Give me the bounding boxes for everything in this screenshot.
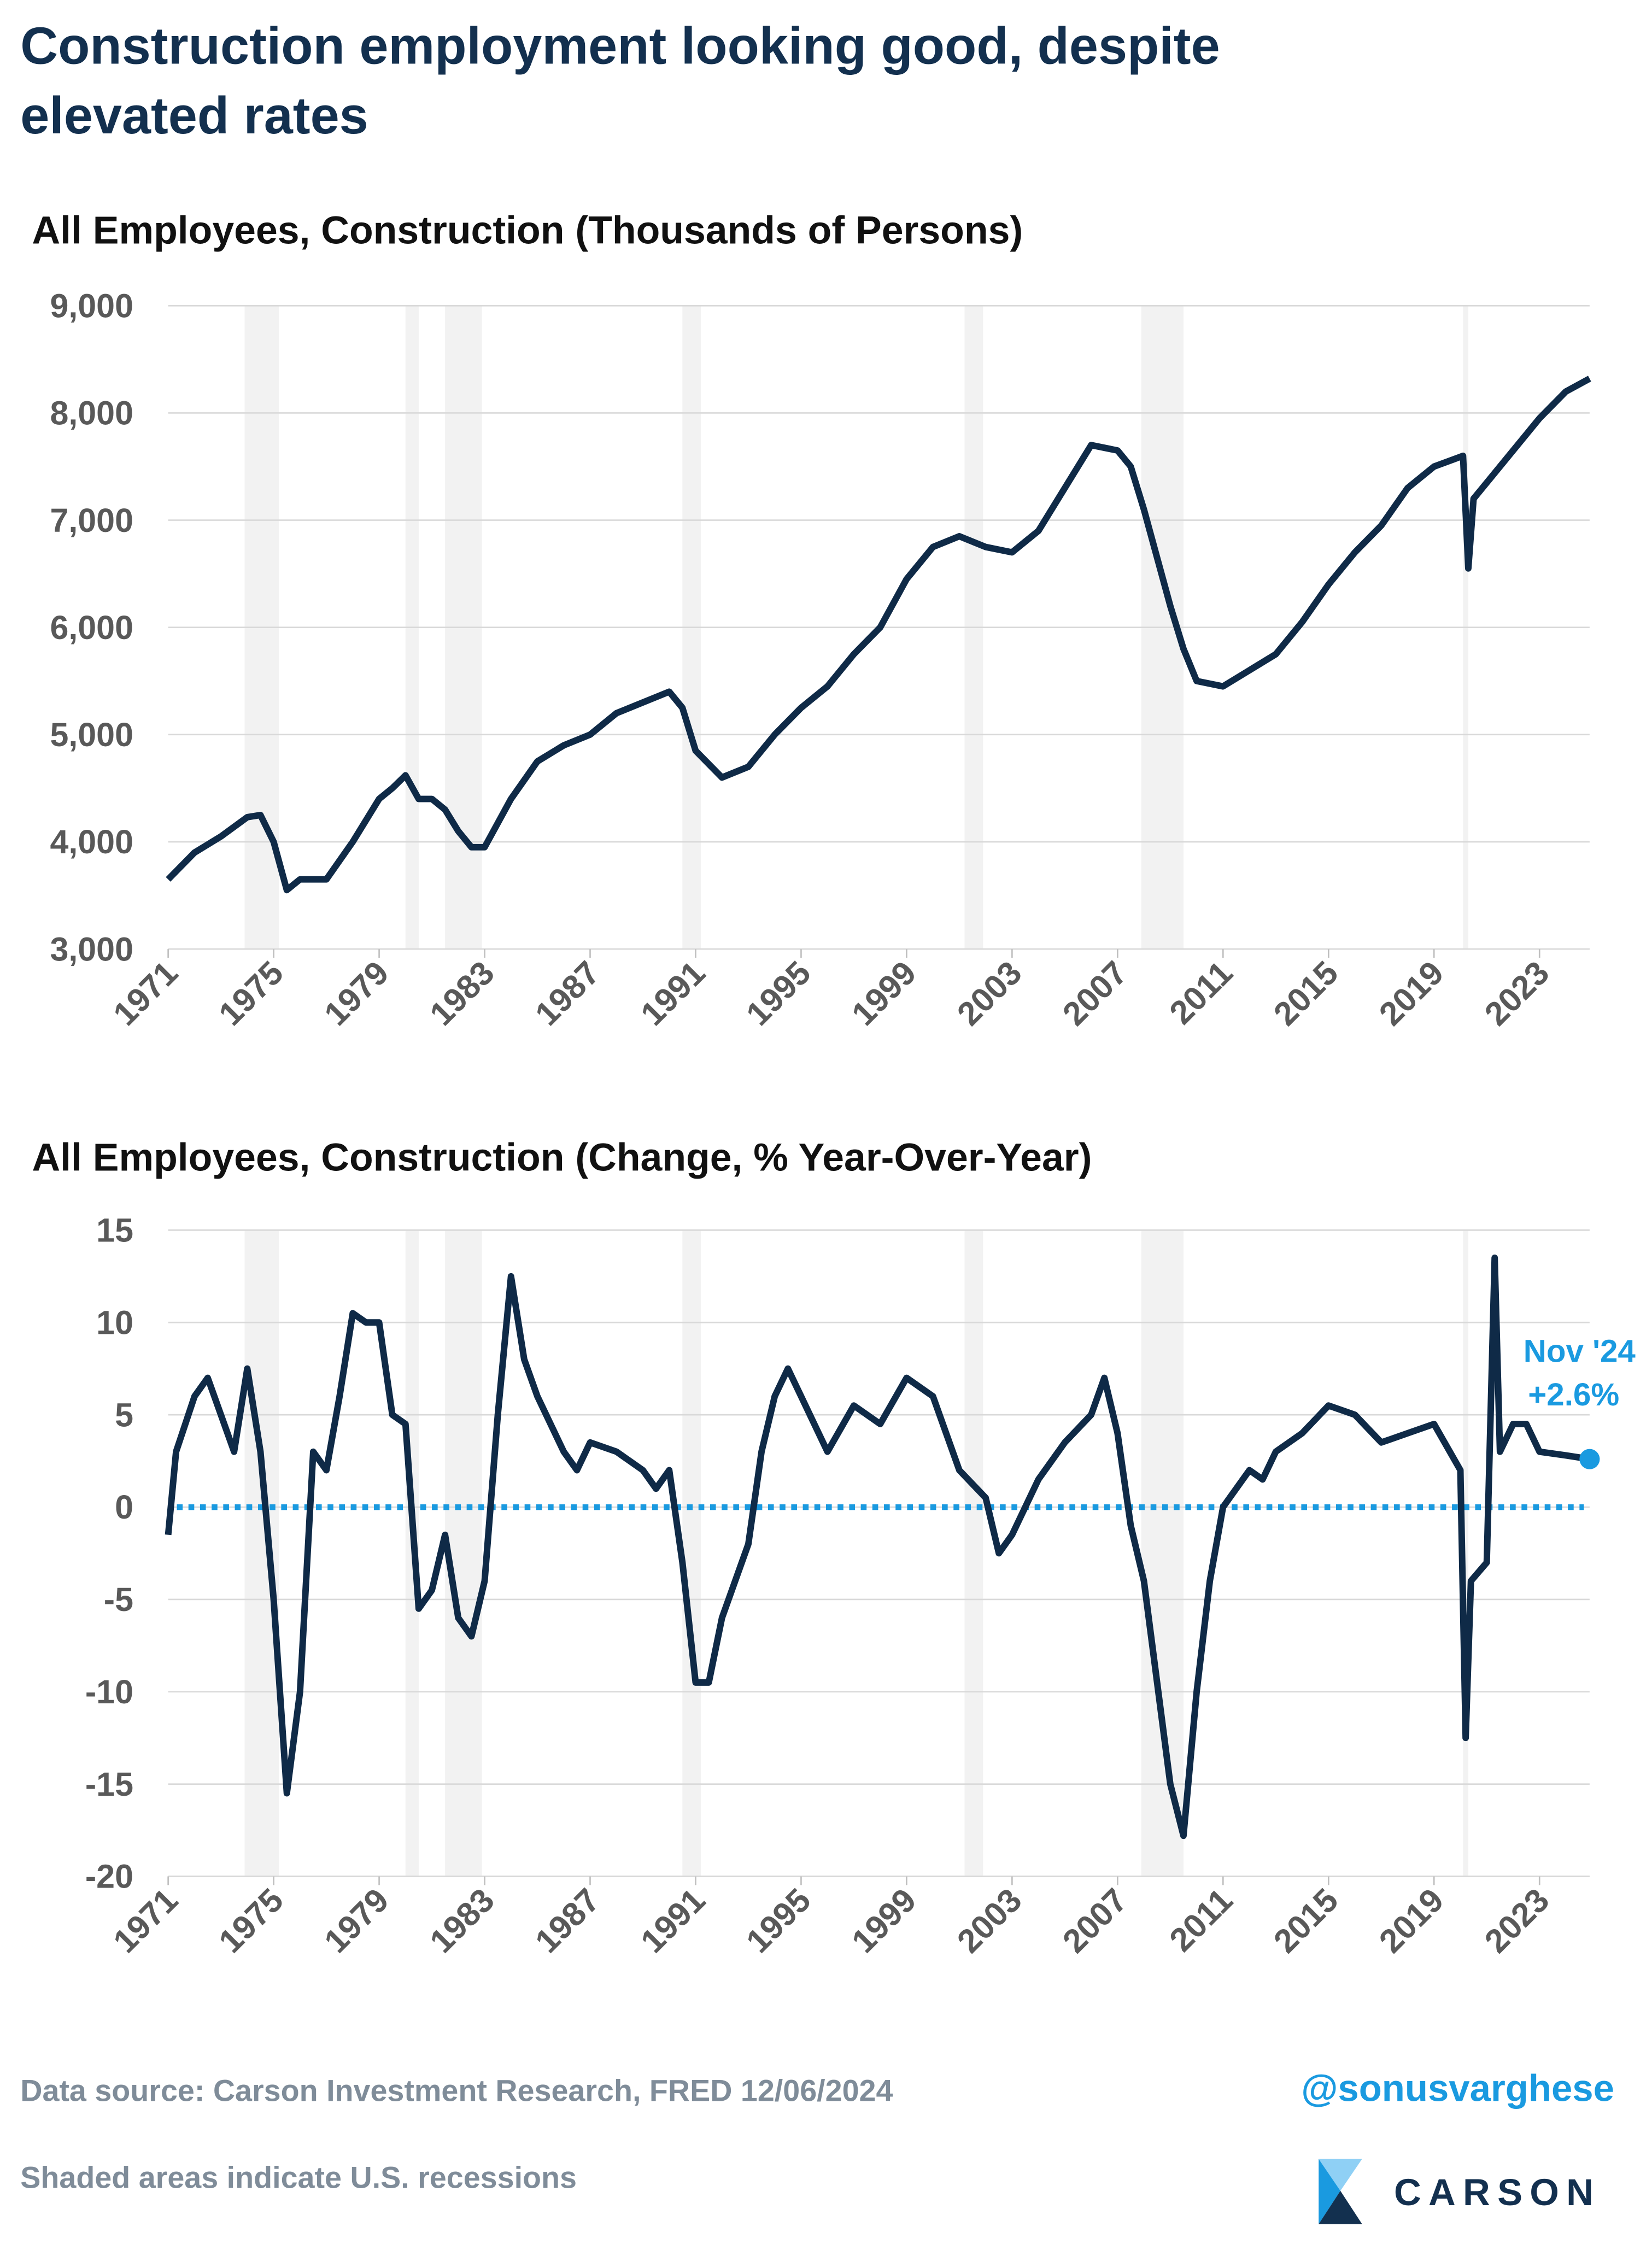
- x-tick-label: 2015: [1267, 954, 1345, 1033]
- x-tick-label: 2003: [950, 954, 1029, 1033]
- y-tick-label: -15: [85, 1766, 133, 1803]
- y-tick-label: -10: [85, 1673, 133, 1710]
- y-tick-label: 5: [115, 1396, 133, 1433]
- y-tick-label: 10: [96, 1304, 133, 1341]
- x-tick-label: 2023: [1478, 954, 1556, 1033]
- y-tick-label: 0: [115, 1489, 133, 1526]
- recession-band: [1141, 1230, 1184, 1877]
- note: Shaded areas indicate U.S. recessions: [20, 2160, 577, 2194]
- y-tick-label: -20: [85, 1858, 133, 1895]
- x-tick-label: 1995: [739, 1881, 818, 1960]
- handle: @sonusvarghese: [1301, 2067, 1614, 2109]
- x-tick-label: 1987: [528, 1881, 607, 1960]
- recession-band: [682, 1230, 701, 1877]
- x-tick-label: 1991: [634, 954, 712, 1033]
- x-tick-label: 1995: [739, 954, 818, 1033]
- y-tick-label: 7,000: [50, 502, 133, 539]
- annotation: +2.6%: [1528, 1377, 1619, 1413]
- x-tick-label: 1983: [423, 1881, 501, 1960]
- x-tick-label: 1979: [317, 954, 396, 1033]
- y-tick-label: 4,000: [50, 823, 133, 860]
- y-tick-label: -5: [104, 1581, 133, 1618]
- x-tick-label: 1999: [845, 1881, 923, 1960]
- page-title: elevated rates: [20, 87, 368, 145]
- x-tick-label: 1991: [634, 1881, 712, 1960]
- y-tick-label: 15: [96, 1212, 133, 1249]
- source: Data source: Carson Investment Research,…: [20, 2073, 893, 2107]
- logo-icon: [1319, 2159, 1362, 2224]
- x-tick-label: 1975: [212, 1881, 290, 1960]
- y-tick-label: 5,000: [50, 716, 133, 753]
- series-line: [166, 376, 1591, 894]
- recession-band: [964, 1230, 983, 1877]
- last-point: [1579, 1449, 1600, 1469]
- x-tick-label: 2003: [950, 1881, 1029, 1960]
- x-tick-label: 2011: [1162, 954, 1240, 1032]
- x-tick-label: 1999: [845, 954, 923, 1033]
- x-tick-label: 2007: [1056, 1881, 1134, 1960]
- chart-title: All Employees, Construction (Change, % Y…: [32, 1136, 1092, 1180]
- recession-band: [244, 1230, 279, 1877]
- y-tick-label: 9,000: [50, 287, 133, 324]
- x-tick-label: 2015: [1267, 1881, 1345, 1960]
- series-line: [165, 1255, 1590, 1839]
- x-tick-label: 2019: [1372, 1881, 1451, 1960]
- x-tick-label: 1987: [528, 954, 607, 1033]
- x-tick-label: 2019: [1372, 954, 1451, 1033]
- page-title: Construction employment looking good, de…: [20, 17, 1220, 75]
- annotation: Nov '24: [1524, 1334, 1636, 1369]
- chart-title: All Employees, Construction (Thousands o…: [32, 208, 1023, 252]
- x-tick-label: 2023: [1478, 1881, 1556, 1960]
- y-tick-label: 3,000: [50, 930, 133, 968]
- x-tick-label: 2011: [1162, 1881, 1240, 1959]
- x-tick-label: 2007: [1056, 954, 1134, 1033]
- x-tick-label: 1979: [317, 1881, 396, 1960]
- logo-text: CARSON: [1394, 2171, 1601, 2213]
- recession-band: [1463, 1230, 1468, 1877]
- x-tick-label: 1983: [423, 954, 501, 1033]
- x-tick-label: 1975: [212, 954, 290, 1033]
- y-tick-label: 6,000: [50, 609, 133, 646]
- y-tick-label: 8,000: [50, 395, 133, 432]
